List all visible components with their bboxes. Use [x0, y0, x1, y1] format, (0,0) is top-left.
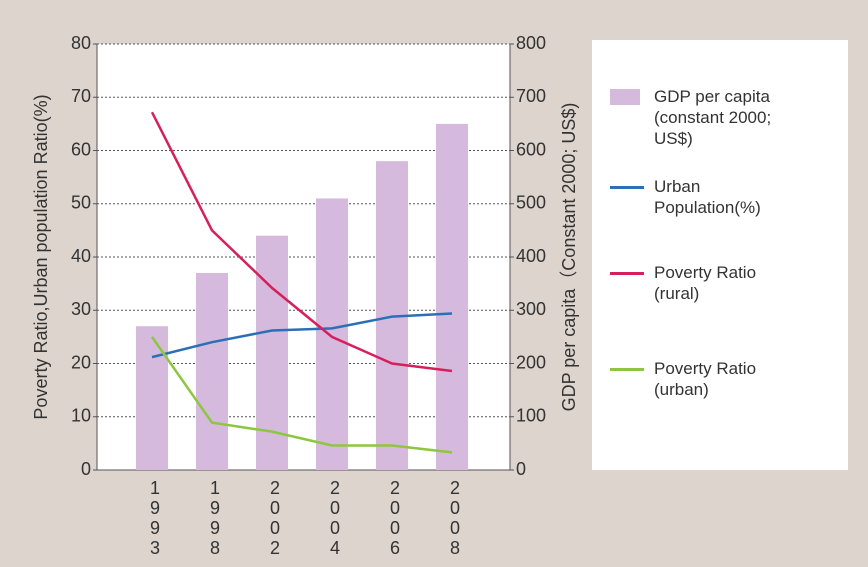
bar: [436, 123, 468, 470]
y-tick-label: 30: [71, 299, 91, 319]
x-tick-label: 2002: [265, 478, 285, 558]
y2-tick-label: 800: [516, 33, 546, 53]
y2-tick-label: 600: [516, 139, 546, 159]
legend: GDP per capita (constant 2000; US$) Urban…: [592, 40, 848, 470]
line-series: [150, 336, 453, 454]
x-tick-label: 2006: [385, 478, 405, 558]
x-tick-label: 2004: [325, 478, 345, 558]
x-tick-label: 1993: [145, 478, 165, 558]
bar: [316, 198, 348, 471]
y-tick-label: 80: [71, 33, 91, 53]
y2-tick-label: 400: [516, 246, 546, 266]
bar: [136, 326, 168, 470]
legend-swatch: [610, 368, 644, 371]
y-tick-label: 10: [71, 406, 91, 426]
legend-label: Urban Population(%): [654, 177, 761, 217]
y2-tick-label: 200: [516, 352, 546, 372]
legend-swatch: [610, 89, 640, 105]
y-tick-label: 40: [71, 246, 91, 266]
y-tick-label: 50: [71, 193, 91, 213]
legend-label: Poverty Ratio (urban): [654, 359, 757, 399]
legend-label: GDP per capita (constant 2000; US$): [654, 87, 772, 148]
bar: [196, 272, 228, 470]
y-tick-label: 60: [71, 139, 91, 159]
y-axis-title: Poverty Ratio,Urban population Ratio(%): [31, 94, 51, 419]
x-tick-label: 2008: [445, 478, 465, 558]
y-tick-label: 0: [81, 459, 91, 479]
y2-tick-label: 100: [516, 406, 546, 426]
y2-axis-title: GDP per capita（Constant 2000; US$): [559, 103, 579, 412]
line-series: [150, 111, 453, 373]
y-tick-label: 20: [71, 352, 91, 372]
legend-label: Poverty Ratio (rural): [654, 263, 757, 303]
x-tick-label: 1998: [205, 478, 225, 558]
legend-swatch: [610, 272, 644, 275]
y2-tick-label: 300: [516, 299, 546, 319]
y2-tick-label: 500: [516, 193, 546, 213]
y2-tick-label: 700: [516, 86, 546, 106]
y-tick-label: 70: [71, 86, 91, 106]
line-series: [151, 312, 453, 359]
legend-swatch: [610, 186, 644, 189]
y2-tick-label: 0: [516, 459, 526, 479]
